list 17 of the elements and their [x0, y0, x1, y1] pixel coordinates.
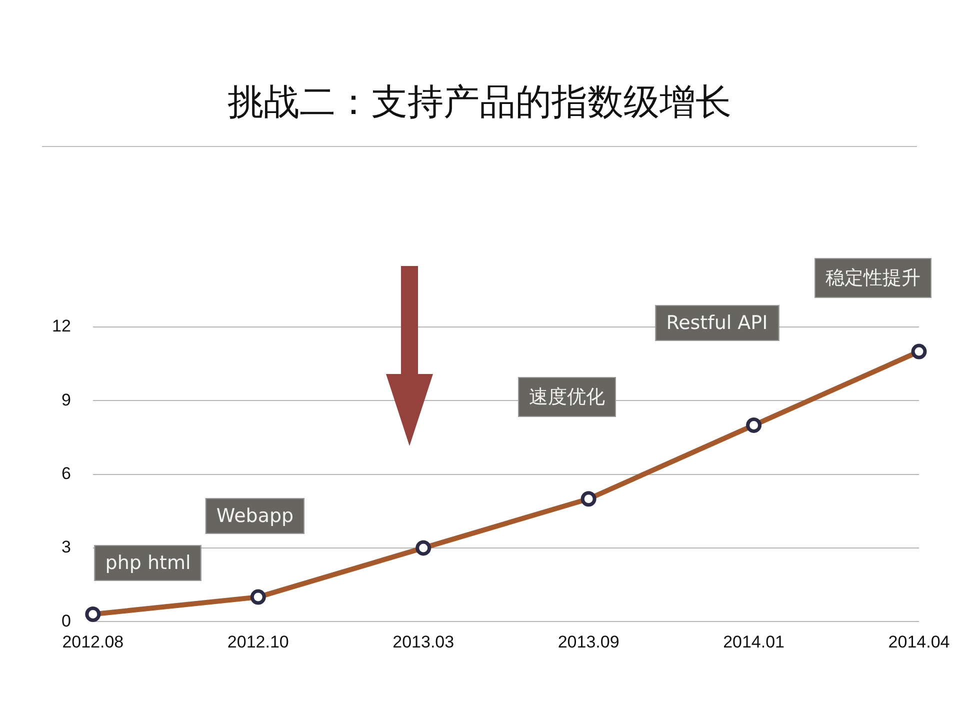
x-tick-label: 2013.09 [558, 632, 620, 652]
annotation: php html [94, 545, 202, 581]
chart-title: 挑战二：支持产品的指数级增长 [226, 81, 732, 125]
annotation: Webapp [205, 498, 305, 534]
x-tick-label: 2014.01 [723, 632, 785, 652]
annotation: Restful API [655, 305, 779, 341]
y-tick-label: 12 [52, 316, 71, 336]
y-tick-label: 9 [61, 390, 71, 410]
annotation: 速度优化 [518, 377, 616, 417]
x-tick-label: 2012.08 [62, 632, 124, 652]
x-tick-label: 2014.04 [888, 632, 950, 652]
text: 稳定性提升 [814, 258, 932, 298]
y-tick-label: 6 [61, 464, 71, 483]
x-tick-label: 2012.10 [227, 632, 289, 652]
x-tick-label: 2013.03 [392, 632, 454, 652]
y-tick-label: 3 [61, 538, 71, 557]
y-tick-label: 0 [61, 611, 71, 630]
